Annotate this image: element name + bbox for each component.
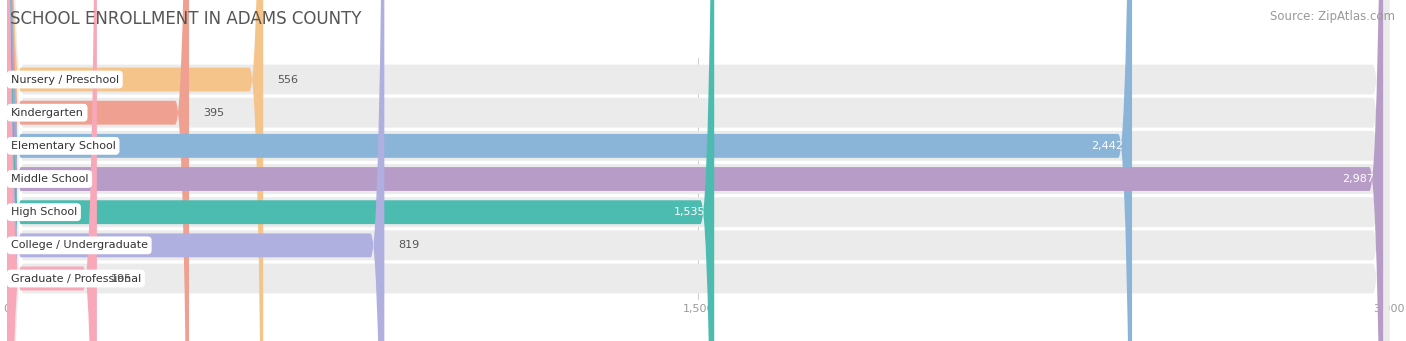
FancyBboxPatch shape — [7, 0, 97, 341]
Text: 1,535: 1,535 — [673, 207, 704, 217]
Text: College / Undergraduate: College / Undergraduate — [11, 240, 148, 250]
Text: Nursery / Preschool: Nursery / Preschool — [11, 75, 120, 85]
FancyBboxPatch shape — [7, 0, 1389, 341]
FancyBboxPatch shape — [7, 0, 1389, 341]
Text: Elementary School: Elementary School — [11, 141, 115, 151]
Text: Kindergarten: Kindergarten — [11, 108, 83, 118]
FancyBboxPatch shape — [7, 0, 188, 341]
FancyBboxPatch shape — [7, 0, 1389, 341]
Text: Middle School: Middle School — [11, 174, 89, 184]
FancyBboxPatch shape — [7, 0, 263, 341]
Text: Graduate / Professional: Graduate / Professional — [11, 273, 141, 283]
FancyBboxPatch shape — [7, 0, 714, 341]
FancyBboxPatch shape — [7, 0, 1132, 341]
FancyBboxPatch shape — [7, 0, 1389, 341]
Text: 556: 556 — [277, 75, 298, 85]
Text: 195: 195 — [111, 273, 132, 283]
FancyBboxPatch shape — [7, 0, 1389, 341]
Text: 2,987: 2,987 — [1341, 174, 1374, 184]
FancyBboxPatch shape — [7, 0, 1384, 341]
Text: High School: High School — [11, 207, 77, 217]
FancyBboxPatch shape — [7, 0, 384, 341]
Text: SCHOOL ENROLLMENT IN ADAMS COUNTY: SCHOOL ENROLLMENT IN ADAMS COUNTY — [10, 10, 361, 28]
FancyBboxPatch shape — [7, 0, 1389, 341]
Text: 395: 395 — [202, 108, 224, 118]
Text: 819: 819 — [398, 240, 419, 250]
Text: Source: ZipAtlas.com: Source: ZipAtlas.com — [1270, 10, 1395, 23]
FancyBboxPatch shape — [7, 0, 1389, 341]
Text: 2,442: 2,442 — [1091, 141, 1123, 151]
